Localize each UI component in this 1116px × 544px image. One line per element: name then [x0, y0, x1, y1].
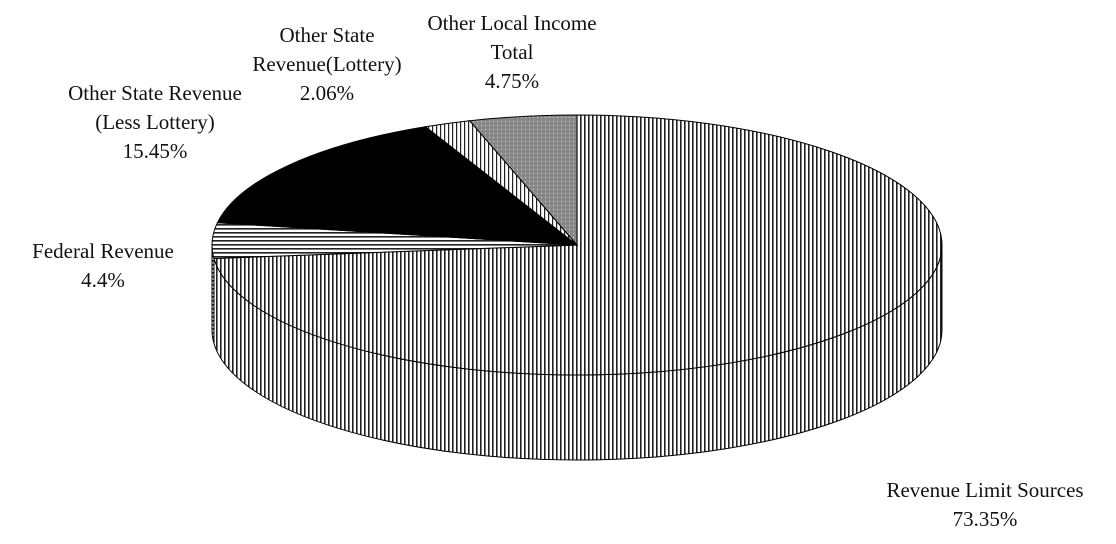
slice-label: Other Local Income Total [427, 11, 596, 64]
slice-label: Other State Revenue (Less Lottery) [68, 81, 242, 134]
label-line: (Less Lottery) [95, 110, 215, 134]
label-line: Federal Revenue [32, 239, 174, 263]
pie-slice [468, 114, 578, 247]
pie-side [211, 244, 215, 344]
label-line: Other Local Income [427, 11, 596, 35]
label-line: Other State [279, 23, 374, 47]
pie-slice [213, 114, 943, 376]
slice-label: Federal Revenue [32, 239, 174, 263]
label-line: Other State Revenue [68, 81, 242, 105]
slice-label: Other State Revenue(Lottery) [252, 23, 401, 76]
slice-label: Revenue Limit Sources [886, 478, 1083, 502]
label-line: Total [491, 40, 534, 64]
slice-value-label: 73.35% [953, 507, 1018, 531]
slice-value-label: 15.45% [123, 139, 188, 163]
label-line: Revenue(Lottery) [252, 52, 401, 76]
slice-value-label: 2.06% [300, 81, 354, 105]
pie-slice [216, 126, 579, 246]
label-line: Revenue Limit Sources [886, 478, 1083, 502]
slice-value-label: 4.75% [485, 69, 539, 93]
slice-value-label: 4.4% [81, 268, 125, 292]
